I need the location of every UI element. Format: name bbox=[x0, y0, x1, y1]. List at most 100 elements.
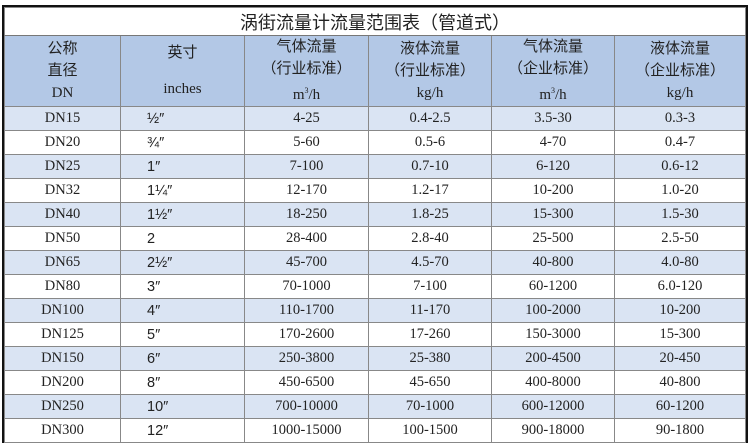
cell-liquid-industry: 17-260 bbox=[368, 322, 492, 347]
cell-gas-enterprise: 15-300 bbox=[491, 202, 615, 227]
cell-gas-industry: 1000-15000 bbox=[244, 418, 369, 443]
cell-liquid-industry: 4.5-70 bbox=[368, 250, 492, 275]
header-text: 英寸 bbox=[167, 45, 198, 61]
cell-gas-enterprise: 600-12000 bbox=[491, 394, 615, 419]
cell-liquid-enterprise: 2.5-50 bbox=[614, 226, 746, 251]
cell-dn: DN40 bbox=[4, 202, 121, 227]
cell-inches: ½″ bbox=[120, 106, 245, 131]
header-liquid-industry: 液体流量 （行业标准） kg/h bbox=[368, 35, 492, 107]
cell-dn: DN50 bbox=[4, 226, 121, 251]
cell-dn: DN20 bbox=[4, 130, 121, 155]
cell-liquid-industry: 25-380 bbox=[368, 346, 492, 371]
header-text: （行业标准） bbox=[261, 61, 352, 77]
cell-inches: 1½″ bbox=[120, 202, 245, 227]
table-row: DN15 ½″ 4-25 0.4-2.5 3.5-30 0.3-3 bbox=[4, 106, 746, 131]
cell-liquid-enterprise: 90-1800 bbox=[614, 418, 746, 443]
cell-dn: DN200 bbox=[4, 370, 121, 395]
header-text: （企业标准） bbox=[507, 61, 598, 77]
header-gas-enterprise: 气体流量 （企业标准） m3/h bbox=[491, 35, 615, 107]
cell-liquid-industry: 45-650 bbox=[368, 370, 492, 395]
table-row: DN125 5″ 170-2600 17-260 150-3000 15-300 bbox=[4, 322, 746, 347]
table-row: DN40 1½″ 18-250 1.8-25 15-300 1.5-30 bbox=[4, 202, 746, 227]
cell-gas-industry: 5-60 bbox=[244, 130, 369, 155]
cell-dn: DN100 bbox=[4, 298, 121, 323]
header-text: 气体流量 bbox=[522, 39, 583, 55]
cell-inches: 4″ bbox=[120, 298, 245, 323]
cell-gas-industry: 18-250 bbox=[244, 202, 369, 227]
header-unit: kg/h bbox=[666, 85, 694, 101]
cell-gas-industry: 70-1000 bbox=[244, 274, 369, 299]
cell-inches: 3″ bbox=[120, 274, 245, 299]
header-text: （企业标准） bbox=[634, 63, 725, 79]
header-text: 气体流量 bbox=[276, 39, 337, 55]
cell-inches: 2½″ bbox=[120, 250, 245, 275]
cell-gas-enterprise: 900-18000 bbox=[491, 418, 615, 443]
cell-gas-industry: 45-700 bbox=[244, 250, 369, 275]
cell-liquid-enterprise: 10-200 bbox=[614, 298, 746, 323]
cell-inches: 1″ bbox=[120, 154, 245, 179]
cell-liquid-enterprise: 0.6-12 bbox=[614, 154, 746, 179]
flow-range-table-container: 涡街流量计流量范围表（管道式） 公称 直径 DN 英寸 inches 气体流量 … bbox=[2, 5, 748, 443]
header-liquid-enterprise: 液体流量 （企业标准） kg/h bbox=[614, 35, 746, 107]
cell-gas-enterprise: 400-8000 bbox=[491, 370, 615, 395]
table-row: DN100 4″ 110-1700 11-170 100-2000 10-200 bbox=[4, 298, 746, 323]
header-text: 公称 bbox=[47, 41, 78, 57]
cell-gas-enterprise: 100-2000 bbox=[491, 298, 615, 323]
cell-liquid-industry: 2.8-40 bbox=[368, 226, 492, 251]
cell-gas-enterprise: 4-70 bbox=[491, 130, 615, 155]
cell-liquid-industry: 0.7-10 bbox=[368, 154, 492, 179]
header-text: inches bbox=[163, 81, 202, 97]
title-row: 涡街流量计流量范围表（管道式） bbox=[4, 7, 746, 36]
cell-inches: 2 bbox=[120, 226, 245, 251]
cell-liquid-industry: 0.4-2.5 bbox=[368, 106, 492, 131]
table-title: 涡街流量计流量范围表（管道式） bbox=[4, 7, 746, 36]
flow-range-table: 涡街流量计流量范围表（管道式） 公称 直径 DN 英寸 inches 气体流量 … bbox=[4, 7, 746, 443]
cell-gas-enterprise: 60-1200 bbox=[491, 274, 615, 299]
header-unit: m3/h bbox=[292, 86, 321, 103]
header-text: （行业标准） bbox=[384, 63, 475, 79]
cell-inches: 12″ bbox=[120, 418, 245, 443]
table-row: DN50 2 28-400 2.8-40 25-500 2.5-50 bbox=[4, 226, 746, 251]
cell-gas-industry: 4-25 bbox=[244, 106, 369, 131]
cell-dn: DN300 bbox=[4, 418, 121, 443]
cell-gas-industry: 170-2600 bbox=[244, 322, 369, 347]
cell-dn: DN80 bbox=[4, 274, 121, 299]
cell-gas-industry: 450-6500 bbox=[244, 370, 369, 395]
cell-inches: 6″ bbox=[120, 346, 245, 371]
cell-liquid-industry: 0.5-6 bbox=[368, 130, 492, 155]
cell-dn: DN150 bbox=[4, 346, 121, 371]
table-row: DN250 10″ 700-10000 70-1000 600-12000 60-1200 bbox=[4, 394, 746, 419]
cell-dn: DN25 bbox=[4, 154, 121, 179]
cell-gas-enterprise: 150-3000 bbox=[491, 322, 615, 347]
header-text: 直径 bbox=[47, 63, 78, 79]
cell-gas-enterprise: 25-500 bbox=[491, 226, 615, 251]
cell-dn: DN125 bbox=[4, 322, 121, 347]
cell-inches: ¾″ bbox=[120, 130, 245, 155]
cell-inches: 10″ bbox=[120, 394, 245, 419]
cell-liquid-enterprise: 0.3-3 bbox=[614, 106, 746, 131]
cell-gas-enterprise: 40-800 bbox=[491, 250, 615, 275]
cell-gas-enterprise: 10-200 bbox=[491, 178, 615, 203]
cell-liquid-enterprise: 20-450 bbox=[614, 346, 746, 371]
cell-gas-industry: 110-1700 bbox=[244, 298, 369, 323]
cell-liquid-enterprise: 60-1200 bbox=[614, 394, 746, 419]
header-unit: m3/h bbox=[539, 86, 567, 103]
cell-gas-industry: 7-100 bbox=[244, 154, 369, 179]
cell-liquid-enterprise: 4.0-80 bbox=[614, 250, 746, 275]
header-text: DN bbox=[51, 85, 74, 101]
cell-liquid-enterprise: 1.5-30 bbox=[614, 202, 746, 227]
cell-liquid-industry: 100-1500 bbox=[368, 418, 492, 443]
cell-gas-industry: 700-10000 bbox=[244, 394, 369, 419]
header-row: 公称 直径 DN 英寸 inches 气体流量 （行业标准） m3/h 液体流量… bbox=[4, 35, 746, 107]
cell-liquid-industry: 1.2-17 bbox=[368, 178, 492, 203]
cell-dn: DN65 bbox=[4, 250, 121, 275]
cell-gas-industry: 12-170 bbox=[244, 178, 369, 203]
cell-liquid-industry: 7-100 bbox=[368, 274, 492, 299]
table-row: DN300 12″ 1000-15000 100-1500 900-18000 90-18… bbox=[4, 418, 746, 443]
cell-inches: 5″ bbox=[120, 322, 245, 347]
cell-dn: DN250 bbox=[4, 394, 121, 419]
header-dn: 公称 直径 DN bbox=[4, 35, 121, 107]
table-row: DN20 ¾″ 5-60 0.5-6 4-70 0.4-7 bbox=[4, 130, 746, 155]
cell-liquid-enterprise: 1.0-20 bbox=[614, 178, 746, 203]
table-row: DN32 1¼″ 12-170 1.2-17 10-200 1.0-20 bbox=[4, 178, 746, 203]
